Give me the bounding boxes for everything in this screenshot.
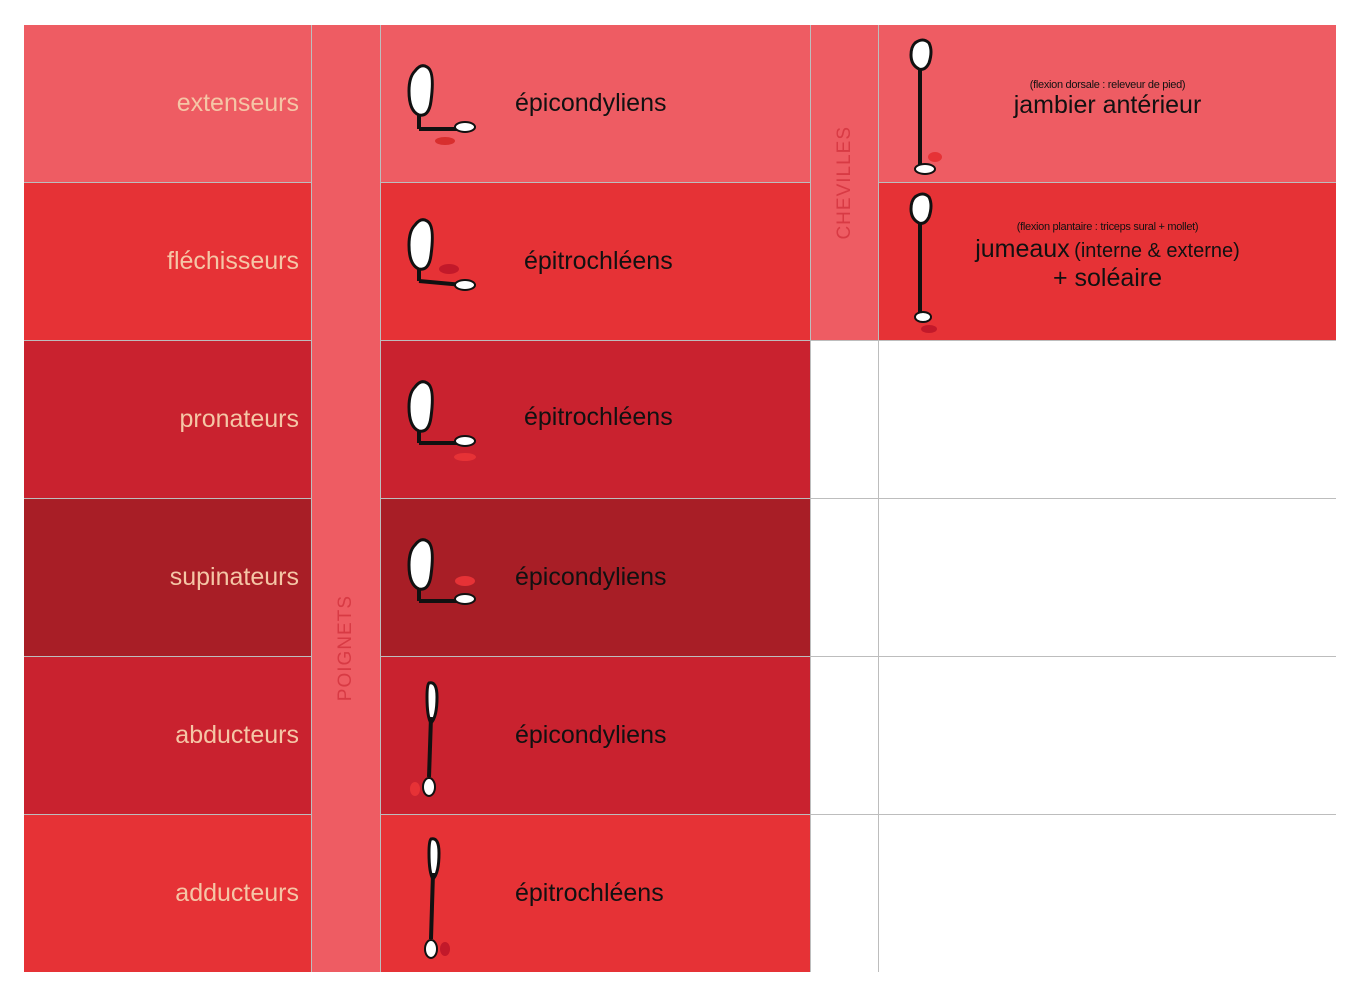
- muscle-label-abducteurs: abducteurs: [24, 657, 311, 814]
- empty-cell: [879, 815, 1336, 972]
- ankle-plantarflexion-icon: [909, 192, 937, 333]
- empty-cell: [811, 815, 878, 972]
- family-label: épitrochléens: [515, 879, 664, 907]
- wrists-group-label: POIGNETS: [312, 25, 380, 972]
- wrist-row-6: épitrochléens: [381, 815, 810, 972]
- wrist-adduction-icon: [424, 837, 450, 959]
- wrist-row-4: épicondyliens: [381, 499, 810, 656]
- muscle-label-pronateurs: pronateurs: [24, 341, 311, 498]
- ankle-row-1: (flexion dorsale : releveur de pied) jam…: [879, 25, 1336, 182]
- ankle-muscle-detail: (interne & externe): [1074, 240, 1240, 262]
- wrist-extension-icon: [407, 64, 476, 145]
- wrist-supination-icon: [407, 538, 476, 605]
- wrist-row-5: épicondyliens: [381, 657, 810, 814]
- muscle-label-extenseurs: extenseurs: [24, 25, 311, 182]
- empty-cell: [879, 657, 1336, 814]
- wrist-flexion-icon: [407, 218, 476, 291]
- wrist-row-3: épitrochléens: [381, 341, 810, 498]
- ankle-dorsiflexion-icon: [909, 38, 942, 175]
- empty-cell: [811, 657, 878, 814]
- empty-cell: [879, 341, 1336, 498]
- muscle-label-flechisseurs: fléchisseurs: [24, 183, 311, 340]
- family-label: épicondyliens: [515, 721, 667, 749]
- ankle-muscle: jumeaux: [975, 235, 1070, 263]
- wrist-row-2: épitrochléens: [381, 183, 810, 340]
- empty-cell: [811, 499, 878, 656]
- wrist-row-1: épicondyliens: [381, 25, 810, 182]
- empty-cell: [811, 341, 878, 498]
- ankle-row-2: (flexion plantaire : triceps sural + mol…: [879, 183, 1336, 340]
- ankles-group-label: CHEVILLES: [811, 25, 878, 340]
- ankle-note: (flexion dorsale : releveur de pied): [1029, 79, 1186, 91]
- empty-cell: [879, 499, 1336, 656]
- family-label: épicondyliens: [515, 89, 667, 117]
- ankle-muscle: jambier antérieur: [1013, 91, 1202, 119]
- muscle-label-adducteurs: adducteurs: [24, 815, 311, 972]
- family-label: épitrochléens: [524, 403, 673, 431]
- muscle-table: extenseurs fléchisseurs pronateurs supin…: [24, 25, 1336, 972]
- wrist-abduction-icon: [410, 681, 439, 797]
- ankle-muscle-extra: + soléaire: [1052, 264, 1163, 292]
- ankle-note: (flexion plantaire : triceps sural + mol…: [1016, 221, 1199, 233]
- wrist-pronation-icon: [407, 380, 476, 461]
- family-label: épitrochléens: [524, 247, 673, 275]
- family-label: épicondyliens: [515, 563, 667, 591]
- muscle-label-supinateurs: supinateurs: [24, 499, 311, 656]
